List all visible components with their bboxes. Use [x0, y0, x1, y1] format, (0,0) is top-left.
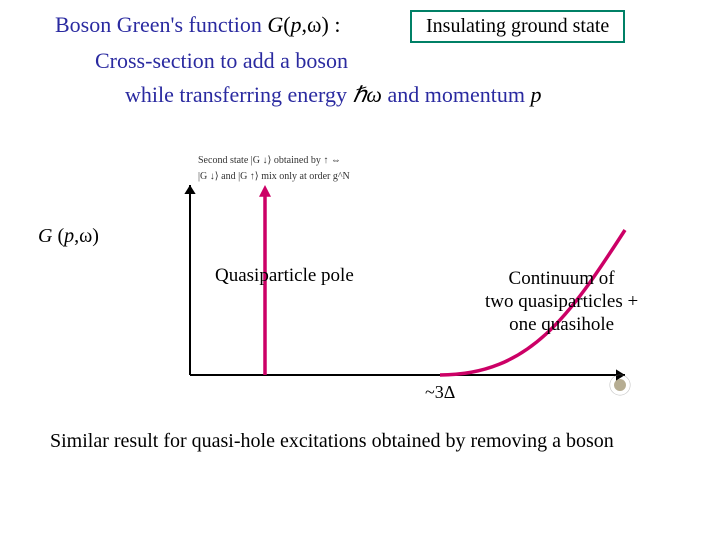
continuum-line3: one quasihole — [485, 314, 638, 337]
tick-3delta-label: ~3Δ — [425, 382, 455, 403]
quasiparticle-pole-label: Quasiparticle pole — [215, 265, 354, 287]
title-line-3: while transferring energy ℏω and momentu… — [125, 82, 541, 108]
continuum-line2: two quasiparticles + — [485, 291, 638, 314]
header-box: Insulating ground state — [410, 10, 625, 43]
continuum-line1: Continuum of — [485, 268, 638, 291]
diagram-area: G (p,ω) Second state |G ↓⟩ obtained by ↑… — [40, 150, 680, 400]
title-line-2: Cross-section to add a boson — [95, 48, 348, 74]
continuum-label: Continuum of two quasiparticles + one qu… — [485, 268, 638, 336]
title-line-1: Boson Green's function G(p,ω) : — [55, 12, 340, 38]
footer-text: Similar result for quasi-hole excitation… — [50, 430, 614, 453]
